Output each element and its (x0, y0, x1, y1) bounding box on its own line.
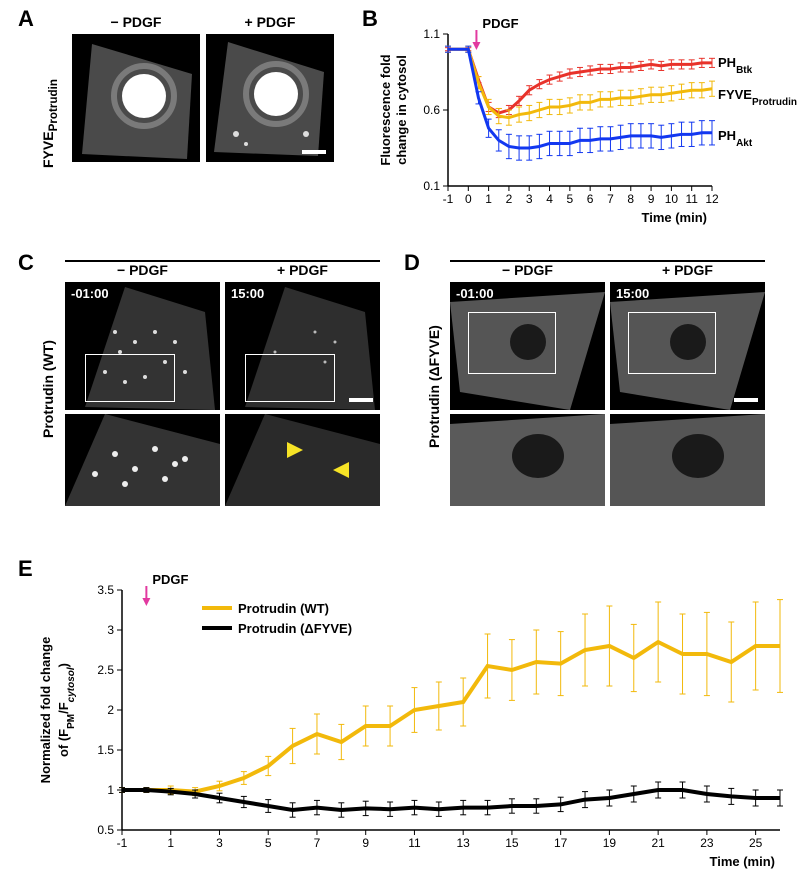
svg-text:-1: -1 (117, 836, 128, 850)
panel-d-label: D (404, 250, 420, 276)
panel-c-roi-0 (85, 354, 175, 402)
panel-c-ts-1: 15:00 (231, 286, 264, 301)
panel-c-roi-1 (245, 354, 335, 402)
svg-text:5: 5 (567, 192, 574, 206)
panel-a-sidelabel: FYVEProtrudin (40, 79, 60, 168)
svg-text:19: 19 (603, 836, 617, 850)
svg-text:17: 17 (554, 836, 568, 850)
panel-d-ts-1: 15:00 (616, 286, 649, 301)
svg-text:change in cytosol: change in cytosol (394, 55, 409, 165)
svg-text:5: 5 (265, 836, 272, 850)
panel-c-col0: − PDGF (65, 262, 220, 278)
svg-text:10: 10 (665, 192, 679, 206)
svg-text:12: 12 (705, 192, 719, 206)
svg-text:0: 0 (465, 192, 472, 206)
svg-text:1: 1 (107, 783, 114, 797)
svg-text:FYVEProtrudin: FYVEProtrudin (718, 87, 797, 108)
svg-text:3: 3 (107, 623, 114, 637)
svg-text:Fluorescence fold: Fluorescence fold (378, 54, 393, 165)
svg-text:8: 8 (627, 192, 634, 206)
panel-c-ts-0: -01:00 (71, 286, 109, 301)
svg-text:3.5: 3.5 (97, 583, 114, 597)
svg-text:2: 2 (506, 192, 513, 206)
panel-c-rule (65, 260, 380, 262)
panel-a-col0: − PDGF (72, 14, 200, 30)
scalebar-d (734, 398, 758, 402)
panel-d-img-top-1: 15:00 (610, 282, 765, 410)
panel-d-rule (450, 260, 765, 262)
panel-d-ts-0: -01:00 (456, 286, 494, 301)
svg-text:3: 3 (526, 192, 533, 206)
svg-text:21: 21 (651, 836, 665, 850)
svg-text:0.5: 0.5 (97, 823, 114, 837)
panel-c-label: C (18, 250, 34, 276)
panel-a-image-1 (206, 34, 334, 162)
svg-text:-1: -1 (443, 192, 454, 206)
panel-c-img-bot-0 (65, 414, 220, 506)
svg-text:4: 4 (546, 192, 553, 206)
svg-text:0.6: 0.6 (423, 103, 440, 117)
svg-text:Protrudin (WT): Protrudin (WT) (238, 601, 329, 616)
svg-text:PHBtk: PHBtk (718, 55, 753, 76)
svg-text:6: 6 (587, 192, 594, 206)
panel-d-col1: + PDGF (610, 262, 765, 278)
svg-text:11: 11 (408, 836, 421, 850)
panel-c-img-bot-1 (225, 414, 380, 506)
panel-c-img-top-0: -01:00 (65, 282, 220, 410)
svg-text:Protrudin (ΔFYVE): Protrudin (ΔFYVE) (238, 621, 352, 636)
svg-text:Time (min): Time (min) (710, 854, 776, 869)
panel-a-col1: + PDGF (206, 14, 334, 30)
arrowhead-yellow-2 (333, 462, 349, 478)
scalebar-a (302, 150, 326, 154)
panel-c-col1: + PDGF (225, 262, 380, 278)
svg-text:PDGF: PDGF (482, 16, 518, 31)
panel-d-img-bot-0 (450, 414, 605, 506)
panel-c-img-top-1: 15:00 (225, 282, 380, 410)
panel-d-col0: − PDGF (450, 262, 605, 278)
svg-text:9: 9 (648, 192, 655, 206)
svg-text:23: 23 (700, 836, 714, 850)
panel-c-sidelabel: Protrudin (WT) (40, 340, 56, 438)
svg-text:3: 3 (216, 836, 223, 850)
svg-text:Time (min): Time (min) (642, 210, 708, 225)
svg-text:1: 1 (485, 192, 492, 206)
panel-a-label: A (18, 6, 34, 32)
svg-text:7: 7 (607, 192, 614, 206)
svg-text:1.5: 1.5 (97, 743, 114, 757)
panel-e-chart: 0.511.522.533.5-1135791113151719212325Ti… (30, 566, 800, 876)
svg-text:9: 9 (362, 836, 369, 850)
panel-d-img-top-0: -01:00 (450, 282, 605, 410)
svg-text:of (FPM/Fcytosol): of (FPM/Fcytosol) (56, 663, 77, 757)
svg-text:25: 25 (749, 836, 763, 850)
svg-text:PDGF: PDGF (152, 572, 188, 587)
panel-a-image-0 (72, 34, 200, 162)
svg-text:2: 2 (107, 703, 114, 717)
svg-text:7: 7 (314, 836, 321, 850)
svg-text:15: 15 (505, 836, 519, 850)
svg-text:1.1: 1.1 (423, 27, 440, 41)
panel-d-sidelabel: Protrudin (ΔFYVE) (426, 325, 442, 448)
panel-d-roi-0 (468, 312, 556, 374)
svg-text:PHAkt: PHAkt (718, 128, 753, 149)
svg-text:11: 11 (685, 192, 698, 206)
panel-d-img-bot-1 (610, 414, 765, 506)
svg-text:2.5: 2.5 (97, 663, 114, 677)
scalebar-c (349, 398, 373, 402)
panel-d-roi-1 (628, 312, 716, 374)
svg-text:13: 13 (457, 836, 471, 850)
svg-text:0.1: 0.1 (423, 179, 440, 193)
svg-text:Normalized fold change: Normalized fold change (38, 637, 53, 784)
panel-b-chart: 0.10.61.1-10123456789101112Fluorescence … (370, 10, 810, 230)
arrowhead-yellow-1 (287, 442, 303, 458)
svg-text:1: 1 (167, 836, 174, 850)
